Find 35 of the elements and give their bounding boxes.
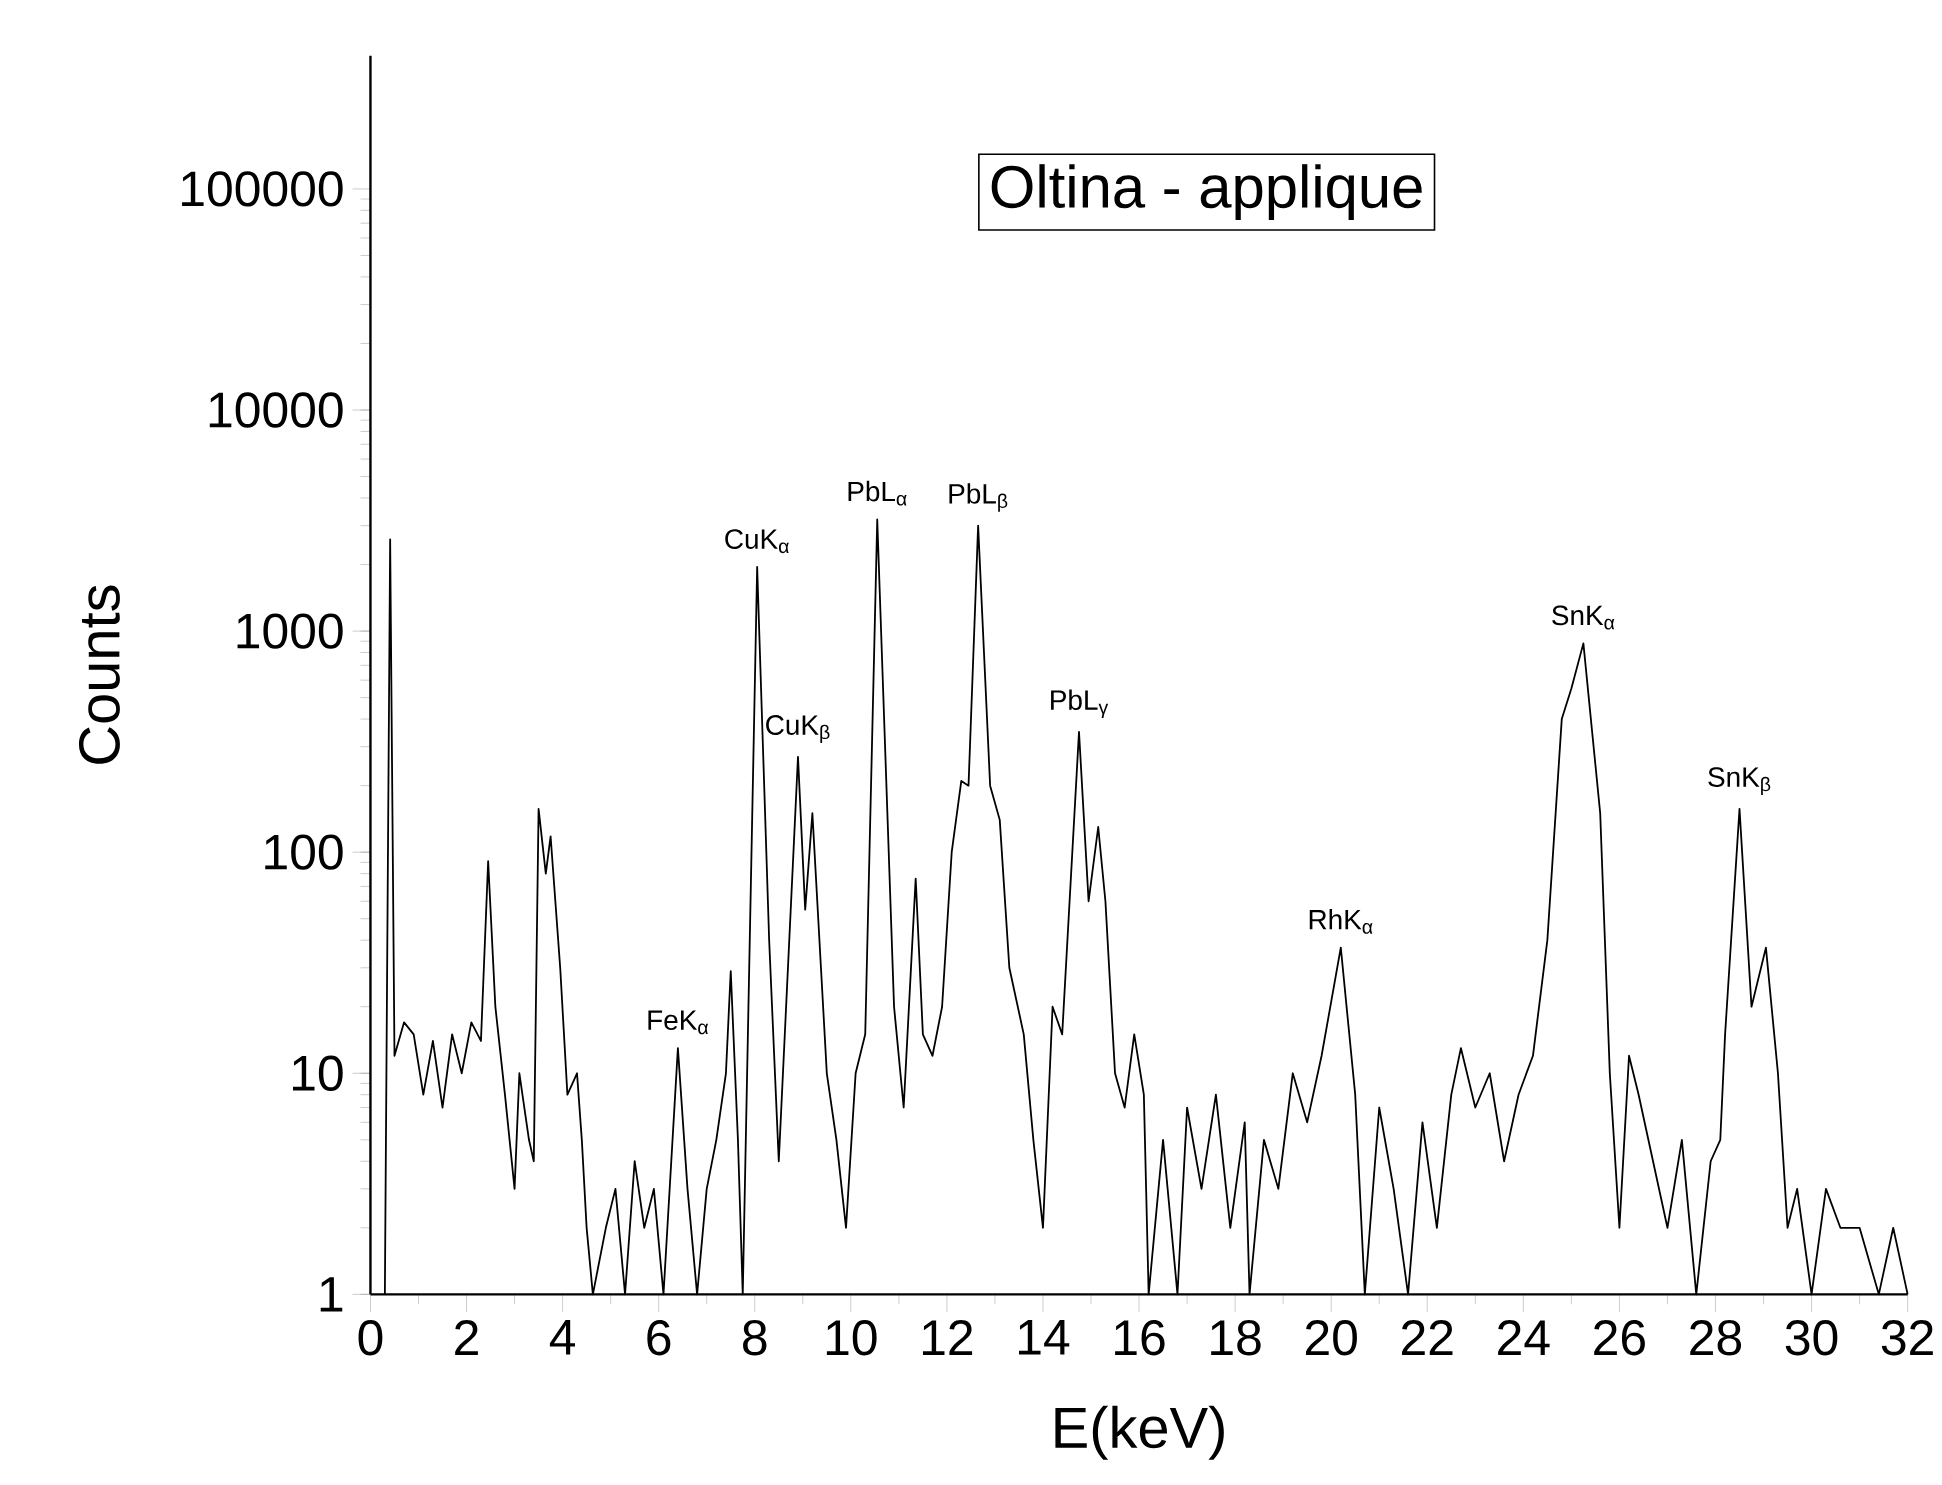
x-tick-label: 18 <box>1211 1320 1261 1356</box>
x-tick-label: 2 <box>455 1320 478 1355</box>
annotation: FeK$_{α}$ <box>648 1010 709 1035</box>
annotation: PbL$_{α}$ <box>848 480 907 506</box>
x-tick-label: 16 <box>1115 1320 1165 1356</box>
y-tick-label: 100000 <box>182 171 343 207</box>
annotation: SnK$_{α}$ <box>1552 605 1615 630</box>
x-tick-label: 6 <box>647 1320 671 1356</box>
x-axis-title: E(keV) <box>1055 1405 1224 1460</box>
annotation: RhK$_{α}$ <box>1309 909 1373 934</box>
x-tick-label: 32 <box>1881 1320 1933 1356</box>
x-tick-label: 24 <box>1498 1320 1550 1355</box>
x-tick-label: 8 <box>743 1320 767 1356</box>
x-tick-label: 26 <box>1594 1320 1645 1356</box>
text: Oltina - applique <box>991 164 1422 221</box>
y-tick-label: 10 <box>292 1055 343 1092</box>
x-tick-label: 22 <box>1402 1320 1453 1355</box>
annotation: PbL$_{γ}$ <box>1051 689 1109 719</box>
annotation: CuK$_{α}$ <box>725 529 789 554</box>
y-axis-title: Counts <box>78 585 120 764</box>
x-tick-label: 0 <box>358 1320 383 1356</box>
annotation: CuK$_{β}$ <box>766 715 830 744</box>
annotation: PbL$_{β}$ <box>949 483 1008 512</box>
x-tick-label: 4 <box>549 1320 576 1355</box>
y-tick-label: 10000 <box>209 392 343 428</box>
x-tick-label: 10 <box>826 1320 877 1356</box>
x-tick-label: 28 <box>1690 1320 1742 1356</box>
x-tick-label: 12 <box>922 1320 973 1355</box>
annotation: SnK$_{β}$ <box>1708 767 1771 796</box>
x-tick-label: 30 <box>1785 1320 1838 1356</box>
x-tick-label: 20 <box>1305 1320 1357 1356</box>
y-tick-label: 1000 <box>237 613 343 649</box>
y-tick-label: 100 <box>265 834 343 870</box>
x-tick-label: 14 <box>1019 1320 1070 1355</box>
y-tick-label: 1 <box>320 1277 343 1312</box>
